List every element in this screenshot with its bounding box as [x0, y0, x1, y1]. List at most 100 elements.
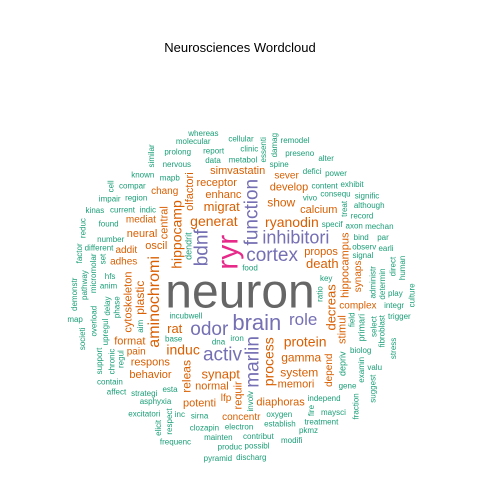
- word-sirna: sirna: [191, 412, 209, 421]
- word-hippocampus: hippocampus: [340, 232, 352, 298]
- word-preseno: preseno: [285, 149, 314, 158]
- word-ryanodin: ryanodin: [265, 214, 319, 230]
- word-societi: societi: [78, 327, 87, 350]
- word-elicit: elicit: [154, 419, 163, 436]
- word-biolog: biolog: [350, 346, 371, 355]
- word-integr: integr: [384, 301, 404, 310]
- word-establish: establish: [264, 420, 296, 429]
- word-examin: examin: [357, 357, 366, 383]
- word-electron: electron: [225, 422, 253, 431]
- word-spine: spine: [270, 160, 290, 169]
- word-number: number: [97, 235, 124, 244]
- word-specif: specif: [322, 220, 344, 229]
- word-record: record: [351, 212, 374, 221]
- word-system: system: [280, 365, 318, 379]
- word-odor: odor: [190, 319, 229, 340]
- word-memori: memori: [278, 379, 315, 391]
- word-aminochromi: aminochromi: [146, 256, 163, 348]
- word-neural: neural: [127, 228, 158, 240]
- word-modifi: modifi: [281, 436, 303, 445]
- word-format: format: [114, 336, 145, 348]
- word-plastic: plastic: [133, 281, 147, 315]
- word-select: select: [369, 315, 378, 337]
- word-signal: signal: [352, 251, 373, 260]
- word-iron: iron: [230, 334, 243, 343]
- word-fire: fire: [307, 404, 316, 416]
- word-calcium: calcium: [300, 204, 337, 216]
- word-anim: anim: [100, 282, 118, 291]
- word-key: key: [320, 274, 332, 283]
- word-par: par: [377, 233, 389, 242]
- word-clinic: clinic: [240, 145, 258, 154]
- word-primari: primari: [356, 314, 366, 342]
- word-adhes: adhes: [110, 257, 137, 268]
- word-set: set: [98, 253, 107, 264]
- word-decreas: decreas: [323, 284, 338, 331]
- word-rat: rat: [167, 321, 183, 336]
- word-essenti: essenti: [259, 137, 268, 163]
- word-base: base: [165, 334, 183, 343]
- word-fibroblast: fibroblast: [378, 314, 387, 347]
- word-process: process: [260, 337, 276, 386]
- word-food: food: [242, 264, 258, 273]
- word-stress: stress: [389, 338, 398, 359]
- word-dna: dna: [212, 338, 226, 347]
- word-diaphoras: diaphoras: [256, 397, 305, 409]
- word-direct: direct: [389, 256, 398, 276]
- word-synaps: synaps: [353, 261, 364, 293]
- word-role: role: [289, 310, 317, 329]
- word-brain: brain: [232, 310, 281, 335]
- word-field: field: [348, 312, 357, 327]
- word-found: found: [99, 220, 119, 229]
- word-ryr: ryr: [211, 235, 244, 270]
- word-ratio: ratio: [316, 286, 325, 302]
- word-marlin: marlin: [243, 336, 264, 388]
- word-molecular: molecular: [176, 137, 211, 146]
- word-micromolar: micromolar: [89, 253, 98, 293]
- word-vivo: vivo: [303, 193, 318, 202]
- word-pain: pain: [127, 346, 146, 357]
- word-neuron: neuron: [165, 266, 314, 319]
- word-induc: induc: [166, 342, 199, 358]
- word-involv: involv: [246, 391, 255, 411]
- word-remodel: remodel: [281, 136, 310, 145]
- word-trigger: trigger: [388, 312, 411, 321]
- word-depriv: depriv: [338, 351, 348, 376]
- word-whereas: whereas: [187, 129, 218, 138]
- word-gamma: gamma: [281, 350, 321, 364]
- word-oscil: oscil: [145, 240, 167, 252]
- word-alter: alter: [318, 154, 334, 163]
- word-prolong: prolong: [164, 147, 191, 156]
- word-respect: respect: [165, 408, 174, 435]
- word-mechan: mechan: [365, 222, 393, 231]
- word-complex: complex: [339, 301, 376, 312]
- word-administr: administr: [369, 266, 378, 299]
- word-gene: gene: [339, 382, 357, 391]
- word-regul: regul: [117, 350, 126, 368]
- word-metabol: metabol: [229, 155, 258, 164]
- word-data: data: [205, 156, 221, 165]
- word-current: current: [110, 205, 136, 214]
- word-support: support: [95, 347, 104, 374]
- word-nervous: nervous: [163, 160, 191, 169]
- word-cortex: cortex: [246, 245, 298, 266]
- word-signific: signific: [355, 192, 379, 201]
- word-frequenc: frequenc: [160, 437, 191, 446]
- word-maysci: maysci: [321, 408, 346, 417]
- word-central: central: [159, 206, 171, 239]
- word-exhibit: exhibit: [340, 180, 364, 189]
- word-inc: inc: [175, 410, 185, 419]
- word-similar: similar: [147, 144, 156, 167]
- word-treatment: treatment: [305, 417, 340, 426]
- word-content: content: [311, 181, 338, 190]
- word-damag: damag: [270, 133, 279, 157]
- word-cytoskeleton: cytoskeleton: [122, 272, 134, 333]
- word-migrat: migrat: [204, 199, 241, 214]
- word-depend: depend: [324, 354, 335, 387]
- word-olfactori: olfactori: [184, 172, 196, 211]
- word-possibl: possibl: [245, 441, 270, 450]
- word-impair: impair: [99, 195, 121, 204]
- word-pkmz: pkmz: [299, 426, 318, 435]
- word-produc: produc: [218, 442, 242, 451]
